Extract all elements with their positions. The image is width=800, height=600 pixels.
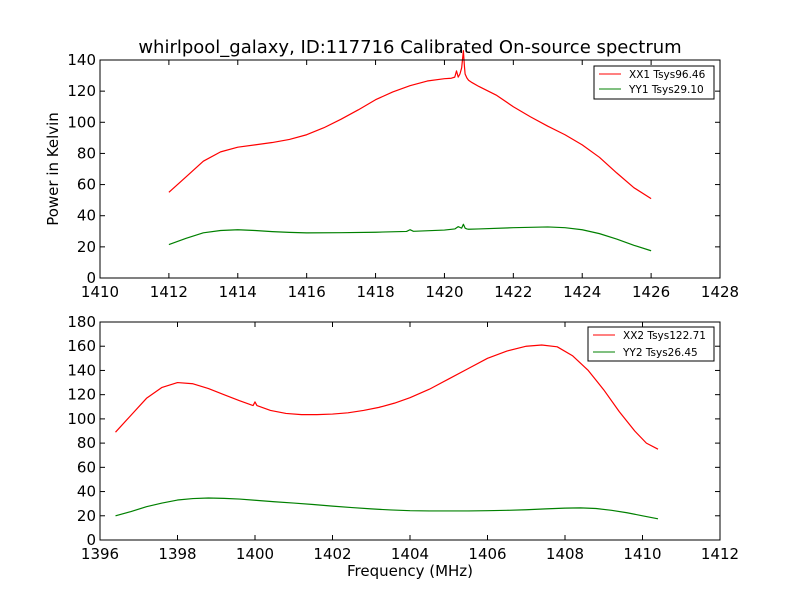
y-tick-label: 100 bbox=[67, 410, 96, 428]
x-tick-label: 1396 bbox=[81, 545, 119, 563]
y-tick-label: 60 bbox=[77, 176, 96, 194]
plot-frame bbox=[99, 59, 721, 279]
x-tick-label: 1404 bbox=[391, 545, 429, 563]
ticks-layer: 1410 1412 1414 1416 1418 1420 1422 1424 1426 1428… bbox=[67, 51, 739, 301]
x-tick-label: 1426 bbox=[632, 283, 670, 301]
series-line-xx2 bbox=[115, 344, 659, 450]
x-tick-label: 1398 bbox=[158, 545, 196, 563]
legend: XX2 Tsys122.71 YY2 Tsys26.45 bbox=[587, 326, 715, 362]
x-tick-label: 1410 bbox=[81, 283, 119, 301]
x-tick-label: 1412 bbox=[701, 545, 739, 563]
legend-label-xx1: XX1 Tsys96.46 bbox=[629, 69, 706, 81]
y-tick-label: 120 bbox=[67, 386, 96, 404]
y-tick-label: 0 bbox=[86, 531, 96, 549]
y-tick-label: 120 bbox=[67, 82, 96, 100]
chart-title: whirlpool_galaxy, ID:117716 Calibrated O… bbox=[138, 37, 681, 58]
y-tick-label: 20 bbox=[77, 238, 96, 256]
legend-label-yy2: YY2 Tsys26.45 bbox=[622, 347, 698, 359]
y-tick-label: 20 bbox=[77, 507, 96, 525]
y-axis-label: Power in Kelvin bbox=[44, 112, 62, 226]
series-line-xx1 bbox=[168, 50, 652, 200]
x-tick-label: 1418 bbox=[356, 283, 394, 301]
y-tick-label: 0 bbox=[86, 269, 96, 287]
x-tick-label: 1428 bbox=[701, 283, 739, 301]
legend-box bbox=[587, 326, 715, 362]
series-line-yy1 bbox=[168, 223, 652, 252]
x-tick-label: 1410 bbox=[623, 545, 661, 563]
x-tick-label: 1400 bbox=[236, 545, 274, 563]
y-tick-label: 80 bbox=[77, 434, 96, 452]
x-tick-label: 1420 bbox=[425, 283, 463, 301]
x-tick-label: 1412 bbox=[150, 283, 188, 301]
y-tick-label: 40 bbox=[77, 207, 96, 225]
legend: XX1 Tsys96.46 YY1 Tsys29.10 bbox=[593, 65, 715, 100]
series-line-yy2 bbox=[115, 497, 659, 520]
y-tick-label: 140 bbox=[67, 361, 96, 379]
ticks-layer: 1396 1398 1400 1402 1404 1406 1408 1410 1412 0 20 4… bbox=[67, 313, 739, 563]
x-tick-label: 1416 bbox=[288, 283, 326, 301]
legend-label-yy1: YY1 Tsys29.10 bbox=[628, 84, 704, 96]
y-tick-label: 140 bbox=[67, 51, 96, 69]
x-tick-label: 1424 bbox=[563, 283, 601, 301]
x-tick-label: 1402 bbox=[313, 545, 351, 563]
x-axis-label: Frequency (MHz) bbox=[347, 562, 473, 580]
legend-box bbox=[593, 65, 715, 100]
x-tick-label: 1414 bbox=[219, 283, 257, 301]
legend-label-xx2: XX2 Tsys122.71 bbox=[623, 330, 706, 342]
x-tick-label: 1406 bbox=[468, 545, 506, 563]
chart-top: whirlpool_galaxy, ID:117716 Calibrated O… bbox=[44, 37, 739, 301]
y-tick-label: 100 bbox=[67, 113, 96, 131]
y-tick-label: 80 bbox=[77, 144, 96, 162]
chart-bottom: Frequency (MHz) 1396 1398 1400 1402 1404 1406… bbox=[67, 313, 739, 580]
y-tick-label: 60 bbox=[77, 458, 96, 476]
series-layer bbox=[168, 50, 652, 252]
y-tick-label: 160 bbox=[67, 337, 96, 355]
y-tick-label: 40 bbox=[77, 483, 96, 501]
x-tick-label: 1422 bbox=[494, 283, 532, 301]
y-tick-label: 180 bbox=[67, 313, 96, 331]
series-layer bbox=[115, 344, 659, 520]
x-tick-label: 1408 bbox=[546, 545, 584, 563]
